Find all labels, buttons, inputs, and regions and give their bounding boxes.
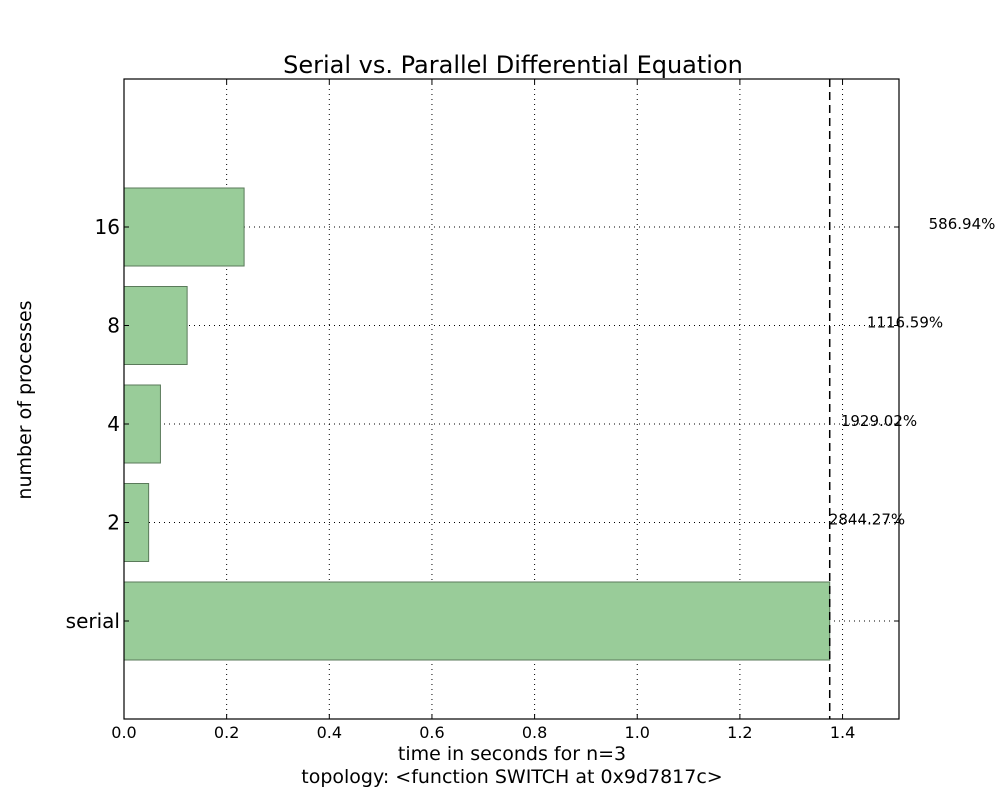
y-tick-label: 2	[107, 511, 120, 535]
speedup-label: 1116.59%	[867, 314, 943, 332]
x-tick-label: 0.6	[419, 723, 444, 742]
speedup-label: 1929.02%	[841, 412, 917, 430]
x-tick-label: 0.2	[214, 723, 239, 742]
y-tick-label: 8	[107, 314, 120, 338]
x-tick-label: 0.4	[317, 723, 342, 742]
x-axis-label: time in seconds for n=3	[398, 743, 626, 765]
y-tick-label: 16	[95, 215, 120, 239]
bar-8	[123, 286, 188, 365]
ticks	[123, 79, 899, 719]
x-tick-labels: 0.0 0.2 0.4 0.6 0.8 1.0 1.2 1.4	[111, 723, 855, 742]
y-axis-label: number of processes	[14, 300, 36, 499]
plot-frame	[123, 78, 900, 720]
x-tick-label: 1.0	[625, 723, 650, 742]
chart-title: Serial vs. Parallel Differential Equatio…	[283, 51, 743, 79]
x-axis-label-topology: topology: <function SWITCH at 0x9d7817c>	[301, 766, 722, 788]
data-labels: 2844.27% 1929.02% 1116.59% 586.94%	[829, 215, 996, 529]
x-tick-label: 1.4	[830, 723, 855, 742]
speedup-label: 586.94%	[929, 215, 996, 233]
bar-serial	[123, 581, 831, 661]
y-tick-label: 4	[107, 412, 120, 436]
bars	[123, 187, 831, 661]
x-tick-label: 0.0	[111, 723, 136, 742]
y-tick-labels: serial 2 4 8 16	[66, 215, 120, 633]
speedup-label: 2844.27%	[829, 511, 905, 529]
y-tick-label: serial	[66, 609, 120, 633]
x-tick-label: 0.8	[522, 723, 547, 742]
bar-16	[123, 187, 245, 267]
x-tick-label: 1.2	[727, 723, 752, 742]
bar-4	[123, 384, 161, 464]
